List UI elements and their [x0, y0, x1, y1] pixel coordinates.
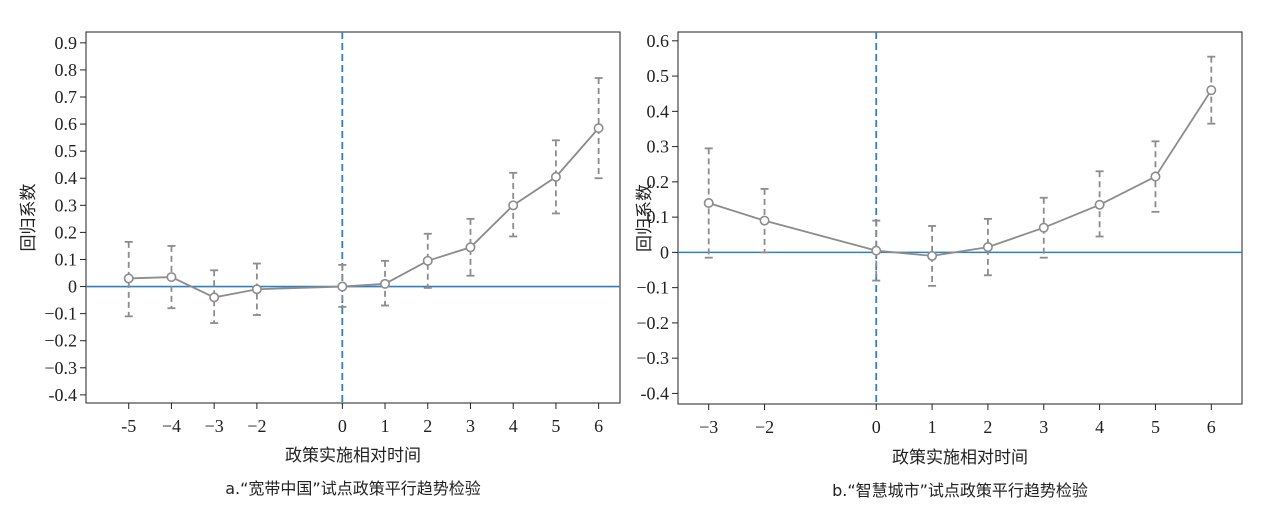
x-tick-label: −3: [205, 416, 224, 436]
coefficient-point: [871, 245, 882, 256]
x-tick-label: 2: [423, 416, 432, 436]
coefficient-point: [1206, 85, 1217, 96]
y-tick-label: 0: [68, 277, 77, 297]
y-tick-label: 0.6: [55, 114, 78, 134]
x-tick-label: 4: [1095, 417, 1104, 437]
chart-b: -0.4 −0.3 −0.2 −0.1 0 0.1 0.2 0.3 0.4 0.5 0.6 −3 −2 0…: [635, 31, 1243, 500]
coefficient-line: [708, 89, 1213, 257]
y-tick-label: 0.8: [55, 60, 78, 80]
coefficient-line: [128, 127, 600, 299]
y-tick-label: 0.5: [55, 141, 78, 161]
chart-a: -0.4 −0.3 −0.2 −0.1 0 0.1 0.2 0.3 0.4 0.5 0.6 0.7 0.…: [19, 31, 621, 498]
coefficient-point: [1094, 199, 1105, 210]
coefficient-point: [508, 200, 519, 211]
y-tick-label: -0.4: [641, 383, 670, 403]
y-tick-label: 0.3: [647, 137, 670, 157]
y-tick-label: 0.1: [647, 207, 670, 227]
coefficient-point: [1038, 222, 1049, 233]
y-tick-label: −0.3: [44, 358, 77, 378]
x-tick-label: 5: [1151, 417, 1160, 437]
coefficient-point: [422, 255, 433, 266]
coefficient-point: [465, 242, 476, 253]
y-tick-label: 0.4: [647, 101, 670, 121]
coefficient-point: [380, 278, 391, 289]
coefficient-point: [166, 272, 177, 283]
coefficient-point: [703, 198, 714, 209]
x-tick-label: −3: [699, 417, 718, 437]
coefficient-point: [593, 123, 604, 134]
y-tick-label: 0.7: [55, 87, 78, 107]
coefficient-point: [759, 215, 770, 226]
y-axis-label: 回归系数: [635, 184, 655, 252]
x-tick-label: 1: [928, 417, 937, 437]
x-tick-label: 2: [983, 417, 992, 437]
y-tick-label: −0.2: [636, 313, 669, 333]
x-tick-label: −2: [755, 417, 774, 437]
y-tick-label: −0.1: [636, 278, 669, 298]
x-tick-label: 0: [872, 417, 881, 437]
y-tick-label: 0.2: [647, 172, 670, 192]
plot-frame: [85, 31, 621, 404]
coefficient-point: [123, 273, 134, 284]
coefficient-point: [251, 284, 262, 295]
y-tick-label: 0.3: [55, 195, 78, 215]
x-tick-label: 6: [594, 416, 603, 436]
coefficient-point: [337, 281, 348, 292]
x-tick-label: −4: [162, 416, 181, 436]
chart-caption: a.“宽带中国”试点政策平行趋势检验: [225, 479, 480, 498]
x-tick-label: −2: [247, 416, 266, 436]
y-tick-label: 0.6: [647, 31, 670, 51]
y-tick-label: 0.4: [55, 168, 78, 188]
x-tick-label: 1: [381, 416, 390, 436]
x-tick-label: 5: [551, 416, 560, 436]
x-tick-label: 0: [338, 416, 347, 436]
plot-frame: [677, 31, 1243, 405]
y-tick-label: 0.1: [55, 249, 78, 269]
coefficient-point: [982, 242, 993, 253]
x-axis-label: 政策实施相对时间: [892, 448, 1028, 468]
y-tick-label: −0.1: [44, 304, 77, 324]
x-tick-label: 3: [1039, 417, 1048, 437]
y-tick-label: -0.4: [49, 385, 78, 405]
y-tick-label: 0.5: [647, 66, 670, 86]
y-tick-label: 0.2: [55, 222, 78, 242]
coefficient-point: [550, 171, 561, 182]
coefficient-point: [209, 292, 220, 303]
y-tick-label: −0.2: [44, 331, 77, 351]
x-tick-label: 6: [1207, 417, 1216, 437]
x-axis-label: 政策实施相对时间: [285, 446, 421, 466]
coefficient-point: [1150, 171, 1161, 182]
x-tick-label: 3: [466, 416, 475, 436]
chart-caption: b.“智慧城市”试点政策平行趋势检验: [832, 481, 1088, 500]
x-tick-label: -5: [121, 416, 136, 436]
x-tick-label: 4: [509, 416, 518, 436]
coefficient-point: [927, 250, 938, 261]
y-tick-label: 0.9: [55, 33, 78, 53]
y-tick-label: −0.3: [636, 348, 669, 368]
y-axis-label: 回归系数: [19, 184, 39, 252]
y-tick-label: 0: [660, 242, 669, 262]
